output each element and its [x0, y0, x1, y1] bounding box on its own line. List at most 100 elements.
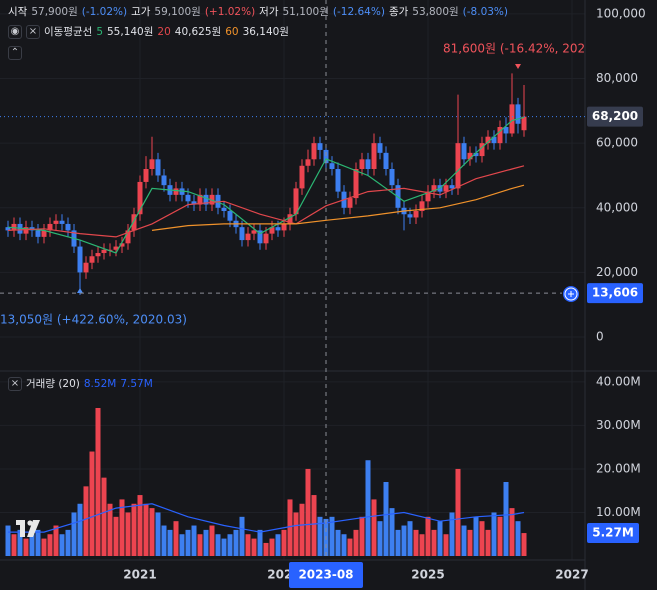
candle-body	[317, 143, 323, 150]
candle-body	[473, 152, 479, 157]
candle-body	[137, 181, 143, 215]
volume-bar	[413, 529, 419, 556]
candle-body	[455, 143, 461, 189]
ma-value: 40,625원	[174, 26, 222, 38]
candle-body	[263, 233, 269, 244]
candle-body	[95, 253, 101, 257]
candle-body	[227, 211, 233, 221]
close-icon[interactable]: ×	[26, 24, 40, 39]
candle-body	[257, 230, 263, 244]
volume-bar	[269, 538, 275, 556]
volume-bar	[11, 534, 17, 556]
last-price-label: 68,200	[592, 109, 638, 123]
candle-body	[83, 262, 89, 273]
volume-bar	[173, 521, 179, 556]
volume-bar	[293, 512, 299, 556]
candle-body	[293, 188, 299, 215]
volume-bar	[509, 508, 515, 556]
volume-bar	[503, 482, 509, 556]
collapse[interactable]: ⌃	[8, 46, 22, 60]
volume-bar	[251, 538, 257, 556]
candle-body	[23, 227, 29, 234]
volume-bar	[257, 529, 263, 556]
candle-body	[203, 194, 209, 205]
volume-bar	[155, 512, 161, 556]
volume-bar	[161, 525, 167, 556]
candle-body	[407, 214, 413, 218]
candle-body	[371, 143, 377, 170]
candle-body	[197, 194, 203, 205]
volume-bar	[443, 534, 449, 556]
candle-body	[425, 191, 431, 202]
volume-ma-line	[8, 503, 525, 533]
volume-bar	[299, 503, 305, 556]
crosshair-y-badge	[587, 283, 643, 304]
candle-body	[35, 230, 41, 237]
candle-body	[119, 243, 125, 247]
candle-body	[101, 249, 107, 254]
volume-bar	[515, 521, 521, 556]
volume-bar	[113, 516, 119, 556]
candle-body	[521, 116, 527, 131]
candle-body	[389, 169, 395, 186]
volume-bar	[431, 529, 437, 556]
volume-bar	[317, 516, 323, 556]
volume-bar	[131, 503, 137, 556]
ohlc-label: 시작	[8, 6, 28, 18]
volume-bar	[77, 503, 83, 556]
volume-bar	[341, 534, 347, 556]
candle-body	[41, 230, 47, 237]
candle-body	[413, 211, 419, 218]
volume-bar	[47, 534, 53, 556]
volume-bar	[449, 512, 455, 556]
volume-bar	[107, 503, 113, 556]
ma-value: 36,140원	[242, 26, 289, 38]
volume-bar	[479, 521, 485, 556]
close-icon[interactable]: ×	[8, 376, 22, 391]
x-tick-label: 2021	[123, 568, 156, 582]
candle-body	[275, 227, 281, 231]
ohlc-change: (-1.02%)	[81, 5, 128, 18]
volume-bar	[365, 460, 371, 556]
volume-legend: × 거래량 (20) 8.52M 7.57M	[8, 376, 153, 391]
volume-bar	[125, 512, 131, 556]
ohlc-label: 고가	[131, 6, 151, 18]
volume-bar	[437, 521, 443, 556]
y-tick-label: 60,000	[596, 136, 638, 150]
volume-bar	[335, 529, 341, 556]
candle-body	[185, 194, 191, 202]
candle-body	[497, 126, 503, 144]
grid	[0, 0, 585, 560]
crosshair-y-label: 13,606	[592, 286, 638, 300]
ohlc-price: 51,100원	[282, 6, 329, 18]
y-tick-label: 40,000	[596, 200, 638, 214]
volume-bar	[521, 533, 527, 556]
volume-bar	[287, 499, 293, 556]
volume-bar	[179, 534, 185, 556]
x-tick-label: 2027	[555, 568, 588, 582]
volume-bar	[395, 529, 401, 556]
volume-bar	[425, 516, 431, 556]
volume-bar	[491, 512, 497, 556]
volume-bar	[143, 503, 149, 556]
tradingview-logo	[16, 520, 40, 537]
volume-bar	[119, 499, 125, 556]
volume-bar	[329, 516, 335, 556]
volume-bar	[191, 525, 197, 556]
candle-body	[161, 175, 167, 186]
y-tick-label: 100,000	[596, 6, 646, 20]
ma-line	[151, 184, 525, 231]
add-button[interactable]	[563, 286, 579, 302]
candle-body	[311, 143, 317, 160]
volume-title: 거래량 (20)	[26, 378, 80, 390]
candle-body	[287, 214, 293, 224]
candle-body	[509, 104, 515, 134]
volume-bar	[371, 499, 377, 556]
candle-body	[299, 165, 305, 189]
visibility-icon[interactable]: ◉	[8, 24, 22, 39]
candle-body	[335, 169, 341, 192]
y-tick-label: 40.00M	[596, 374, 641, 388]
volume-bar	[347, 538, 353, 556]
